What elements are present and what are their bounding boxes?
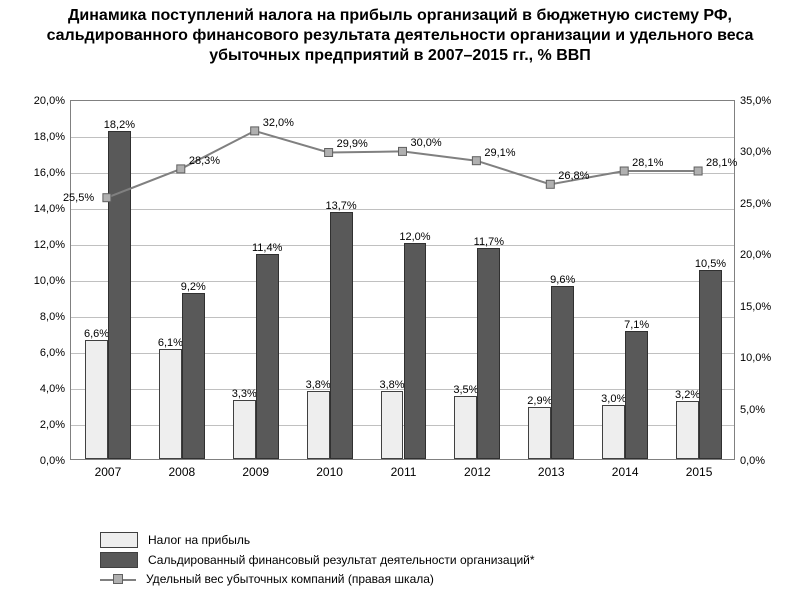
legend-swatch <box>100 532 138 548</box>
bar-0 <box>602 405 625 459</box>
y-left-tick: 6,0% <box>40 347 65 359</box>
legend-item: Сальдированный финансовый результат деят… <box>100 552 535 568</box>
bar-0 <box>307 391 330 459</box>
chart-title: Динамика поступлений налога на прибыль о… <box>20 6 780 66</box>
bar-1 <box>699 270 722 459</box>
bar-label: 18,2% <box>104 119 135 131</box>
bar-label: 11,4% <box>252 242 282 254</box>
bar-label: 10,5% <box>695 258 726 270</box>
x-category: 2014 <box>612 465 639 479</box>
legend-label: Удельный вес убыточных компаний (правая … <box>146 572 434 586</box>
x-category: 2015 <box>686 465 713 479</box>
line-label: 28,3% <box>189 155 220 167</box>
x-category: 2012 <box>464 465 491 479</box>
bar-label: 6,6% <box>84 328 109 340</box>
line-label: 28,1% <box>706 157 737 169</box>
plot-area: 0,0%2,0%4,0%6,0%8,0%10,0%12,0%14,0%16,0%… <box>70 100 735 460</box>
bar-0 <box>676 401 699 459</box>
bar-0 <box>159 349 182 459</box>
line-label: 30,0% <box>411 137 442 149</box>
y-left-tick: 18,0% <box>34 131 65 143</box>
grid-line <box>71 317 734 318</box>
y-left-tick: 0,0% <box>40 455 65 467</box>
grid-line <box>71 245 734 246</box>
bar-1 <box>404 243 427 459</box>
x-category: 2008 <box>168 465 195 479</box>
bar-label: 3,2% <box>675 389 700 401</box>
y-left-tick: 12,0% <box>34 239 65 251</box>
line-label: 28,1% <box>632 157 663 169</box>
legend-label: Налог на прибыль <box>148 533 250 547</box>
bar-label: 7,1% <box>624 319 649 331</box>
y-right-tick: 30,0% <box>740 146 771 158</box>
bar-1 <box>182 293 205 459</box>
legend-line-icon <box>100 572 136 586</box>
bar-0 <box>528 407 551 459</box>
x-category: 2013 <box>538 465 565 479</box>
bar-1 <box>551 286 574 459</box>
bar-0 <box>454 396 477 459</box>
bar-label: 11,7% <box>474 236 504 248</box>
x-category: 2010 <box>316 465 343 479</box>
y-left-tick: 16,0% <box>34 167 65 179</box>
line-label: 29,1% <box>484 147 515 159</box>
y-left-tick: 2,0% <box>40 419 65 431</box>
y-right-tick: 35,0% <box>740 95 771 107</box>
y-left-tick: 20,0% <box>34 95 65 107</box>
y-left-tick: 10,0% <box>34 275 65 287</box>
line-label: 25,5% <box>63 192 94 204</box>
bar-label: 6,1% <box>158 337 183 349</box>
legend-label: Сальдированный финансовый результат деят… <box>148 553 535 567</box>
bar-1 <box>256 254 279 459</box>
y-left-tick: 4,0% <box>40 383 65 395</box>
x-category: 2007 <box>95 465 122 479</box>
bar-label: 3,8% <box>306 379 331 391</box>
y-left-tick: 8,0% <box>40 311 65 323</box>
bar-1 <box>477 248 500 459</box>
bar-label: 3,0% <box>601 393 626 405</box>
line-label: 26,8% <box>558 170 589 182</box>
line-label: 32,0% <box>263 117 294 129</box>
legend-swatch <box>100 552 138 568</box>
x-category: 2011 <box>391 465 417 479</box>
bar-label: 9,6% <box>550 274 575 286</box>
bar-label: 13,7% <box>325 200 356 212</box>
bar-label: 12,0% <box>399 231 430 243</box>
y-right-tick: 25,0% <box>740 198 771 210</box>
bar-1 <box>330 212 353 459</box>
legend-item: Удельный вес убыточных компаний (правая … <box>100 572 535 586</box>
grid-line <box>71 137 734 138</box>
bar-label: 2,9% <box>527 395 552 407</box>
grid-line <box>71 209 734 210</box>
bar-label: 9,2% <box>181 281 206 293</box>
bar-0 <box>85 340 108 459</box>
chart-page: Динамика поступлений налога на прибыль о… <box>0 0 800 600</box>
grid-line <box>71 281 734 282</box>
line-label: 29,9% <box>337 138 368 150</box>
bar-1 <box>625 331 648 459</box>
legend-item: Налог на прибыль <box>100 532 535 548</box>
y-left-tick: 14,0% <box>34 203 65 215</box>
bar-label: 3,5% <box>453 384 478 396</box>
bar-0 <box>381 391 404 459</box>
bar-1 <box>108 131 131 459</box>
y-right-tick: 20,0% <box>740 249 771 261</box>
bar-label: 3,3% <box>232 388 257 400</box>
y-right-tick: 0,0% <box>740 455 765 467</box>
legend: Налог на прибыль Сальдированный финансовы… <box>100 528 535 590</box>
y-right-tick: 5,0% <box>740 404 765 416</box>
y-right-tick: 10,0% <box>740 352 771 364</box>
x-category: 2009 <box>242 465 269 479</box>
bar-0 <box>233 400 256 459</box>
y-right-tick: 15,0% <box>740 301 771 313</box>
grid-line <box>71 173 734 174</box>
bar-label: 3,8% <box>380 379 405 391</box>
